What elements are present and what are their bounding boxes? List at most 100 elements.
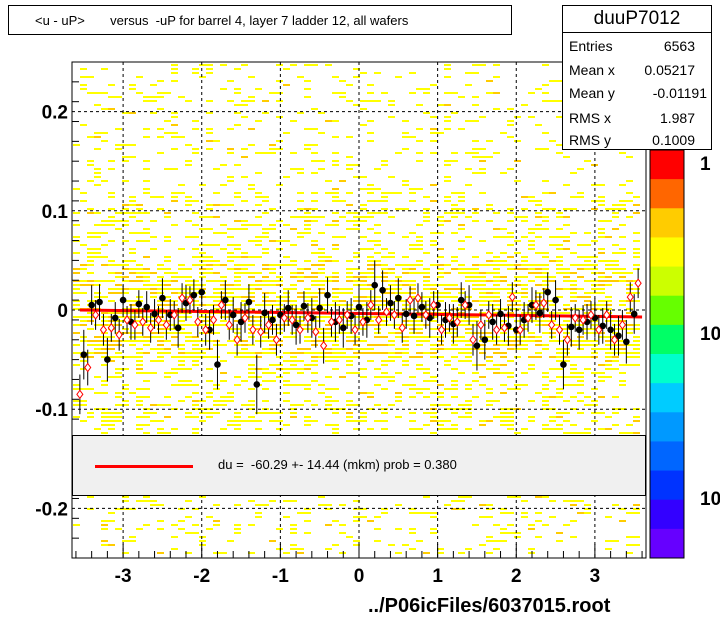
density-cell [304,352,311,354]
density-cell [73,400,80,402]
density-cell [626,332,633,334]
density-cell [486,252,493,254]
density-cell [353,340,360,342]
density-cell [437,296,444,298]
density-cell [80,400,87,402]
palette-swatch [650,528,684,559]
density-cell [591,420,598,422]
density-cell [570,536,577,538]
density-cell [374,352,381,354]
density-cell [171,368,178,370]
density-cell [493,276,500,278]
density-cell [353,520,360,522]
density-cell [535,324,542,326]
density-cell [577,268,584,270]
density-cell [395,348,402,350]
density-cell [262,380,269,382]
density-cell [619,276,626,278]
density-cell [346,340,353,342]
density-cell [374,540,381,542]
density-cell [409,388,416,390]
density-cell [346,168,353,170]
density-cell [73,308,80,310]
density-cell [73,188,80,190]
density-cell [458,96,465,98]
density-cell [122,280,129,282]
density-cell [402,352,409,354]
data-point-filled [237,318,245,326]
density-cell [409,384,416,386]
density-cell [87,256,94,258]
density-cell [549,328,556,330]
density-cell [388,404,395,406]
density-cell [241,344,248,346]
palette-swatch [650,470,684,501]
density-cell [360,284,367,286]
density-cell [318,356,325,358]
density-cell [472,372,479,374]
density-cell [493,300,500,302]
density-cell [101,520,108,522]
density-cell [437,268,444,270]
density-cell [507,136,514,138]
density-cell [486,92,493,94]
density-cell [227,148,234,150]
density-cell [458,320,465,322]
density-cell [430,288,437,290]
density-cell [367,132,374,134]
density-cell [500,132,507,134]
density-cell [255,244,262,246]
density-cell [192,404,199,406]
density-cell [437,132,444,134]
density-cell [94,344,101,346]
density-cell [542,100,549,102]
density-cell [577,264,584,266]
density-cell [500,384,507,386]
density-cell [115,144,122,146]
density-cell [374,368,381,370]
density-cell [451,368,458,370]
density-cell [521,348,528,350]
density-cell [248,100,255,102]
density-cell [423,496,430,498]
data-point-filled [159,294,166,302]
density-cell [493,524,500,526]
density-cell [556,80,563,82]
density-cell [584,232,591,234]
density-cell [598,428,605,430]
density-cell [234,532,241,534]
density-cell [234,92,241,94]
density-cell [598,348,605,350]
data-point-filled [222,296,229,304]
density-cell [465,388,472,390]
density-cell [465,548,472,550]
density-cell [528,336,535,338]
data-point-filled [292,321,300,329]
density-cell [101,296,108,298]
density-cell [108,216,115,218]
density-cell [486,404,493,406]
density-cell [507,308,514,310]
density-cell [227,300,234,302]
density-cell [157,348,164,350]
density-cell [150,112,157,114]
density-cell [80,84,87,86]
density-cell [262,200,269,202]
density-cell [332,160,339,162]
density-cell [318,352,325,354]
density-cell [423,220,430,222]
palette-tick-label: 10 [700,324,720,345]
density-cell [528,548,535,550]
data-point-filled [339,324,347,332]
density-cell [122,208,129,210]
density-cell [283,516,290,518]
density-cell [283,384,290,386]
density-cell [304,232,311,234]
density-cell [192,264,199,266]
density-cell [584,300,591,302]
density-cell [577,348,584,350]
density-cell [136,332,143,334]
density-cell [367,428,374,430]
density-cell [213,264,220,266]
